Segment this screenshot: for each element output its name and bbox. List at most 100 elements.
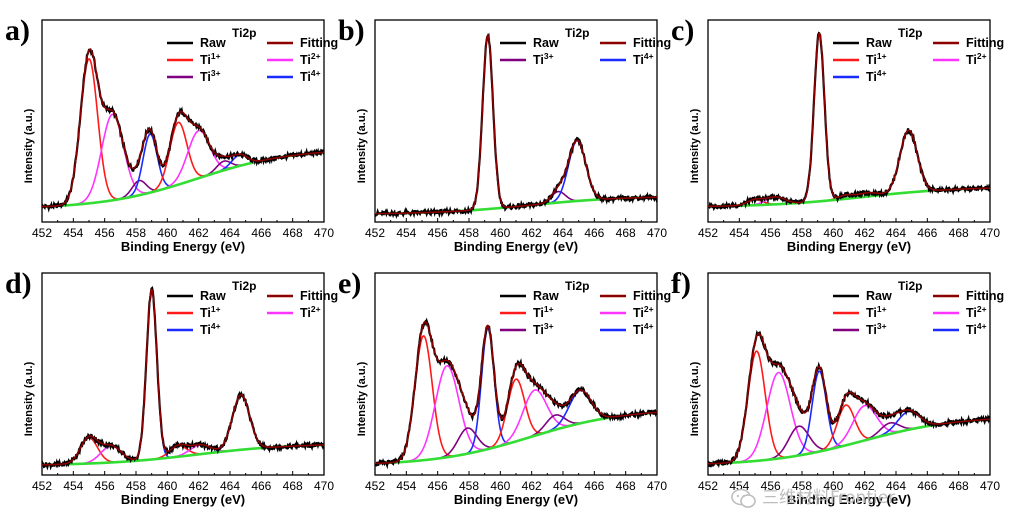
legend-label: Ti2+ — [300, 304, 321, 320]
x-tick-label: 454 — [396, 479, 416, 493]
legend-label-sup: 1+ — [544, 304, 554, 314]
x-tick-label: 456 — [95, 226, 115, 240]
x-tick-label: 470 — [980, 479, 1000, 493]
x-tick-label: 462 — [522, 479, 542, 493]
fitting-line — [708, 31, 990, 208]
legend-label: Raw — [533, 289, 559, 303]
legend-label: Ti1+ — [200, 51, 221, 67]
component-Ti4plus-3 — [375, 327, 657, 465]
x-tick-label: 468 — [949, 479, 969, 493]
x-tick-label: 462 — [189, 226, 209, 240]
legend: Ti2p Raw Fitting Ti3+ Ti4+ — [500, 26, 671, 67]
legend: Ti2p Raw Fitting Ti1+ Ti2+ Ti4+ — [167, 279, 338, 337]
legend-label: Ti4+ — [966, 321, 987, 337]
panel-2: 452 454 456 458 460 462 464 466 468 470 Binding En… — [338, 14, 671, 254]
component-Ti4plus-3 — [42, 133, 324, 208]
x-tick-label: 468 — [949, 226, 969, 240]
legend-label-sup: 4+ — [644, 321, 654, 331]
plot-frame — [374, 19, 658, 223]
curves — [42, 48, 324, 213]
panel-label: a) — [5, 14, 30, 47]
legend-label-sup: 3+ — [877, 321, 887, 331]
legend: Ti2p Raw Fitting Ti1+ Ti2+ Ti3+ Ti4+ — [833, 279, 1004, 337]
legend-label-sup: 4+ — [311, 68, 321, 78]
x-tick-label: 458 — [792, 226, 812, 240]
component-Ti2plus-1 — [708, 371, 990, 465]
x-tick-label: 452 — [698, 226, 718, 240]
panels-layer: 452 454 456 458 460 462 464 466 468 470 Binding En… — [5, 14, 1004, 507]
legend-label-sup: 4+ — [977, 321, 987, 331]
x-tick-label: 466 — [584, 479, 604, 493]
legend-label-sup: 1+ — [877, 51, 887, 61]
legend-label-sup: 1+ — [211, 51, 221, 61]
raw-line — [708, 31, 990, 212]
legend-label: Ti1+ — [200, 304, 221, 320]
curves — [708, 329, 990, 469]
x-tick-label: 464 — [553, 226, 573, 240]
legend: Ti2p Raw Fitting Ti1+ Ti2+ Ti3+ Ti4+ — [167, 26, 338, 84]
legend-label: Ti4+ — [633, 321, 654, 337]
x-tick-label: 454 — [63, 226, 83, 240]
y-axis-title: Intensity (a.u.) — [689, 108, 701, 183]
x-tick-label: 456 — [95, 479, 115, 493]
x-tick-label: 464 — [886, 226, 906, 240]
x-tick-label: 466 — [917, 479, 937, 493]
raw-line — [708, 329, 990, 469]
x-tick-label: 466 — [251, 479, 271, 493]
x-tick-label: 468 — [283, 479, 303, 493]
x-tick-label: 468 — [616, 479, 636, 493]
component-Ti4plus-0 — [375, 33, 657, 215]
x-tick-label: 464 — [886, 479, 906, 493]
x-tick-label: 462 — [522, 226, 542, 240]
legend-label: Ti2+ — [966, 51, 987, 67]
legend-label: Ti3+ — [533, 51, 554, 67]
legend-label-sup: 1+ — [211, 304, 221, 314]
component-Ti2plus-5 — [708, 404, 990, 465]
legend-label: Fitting — [966, 289, 1004, 303]
component-Ti1plus-4 — [375, 378, 657, 465]
legend-title: Ti2p — [232, 26, 256, 40]
x-tick-label: 460 — [490, 226, 510, 240]
x-tick-label: 470 — [647, 479, 667, 493]
y-axis-title: Intensity (a.u.) — [23, 108, 35, 183]
legend-label: Ti1+ — [866, 51, 887, 67]
legend-label: Ti3+ — [533, 321, 554, 337]
x-tick-label: 452 — [32, 226, 52, 240]
panel-3: 452 454 456 458 460 462 464 466 468 470 Binding En… — [671, 14, 1004, 254]
plot-frame — [41, 19, 325, 223]
legend-label: Ti3+ — [200, 68, 221, 84]
x-tick-label: 464 — [220, 226, 240, 240]
legend-label-sup: 4+ — [644, 51, 654, 61]
x-tick-label: 456 — [428, 226, 448, 240]
legend-label-sup: 2+ — [644, 304, 654, 314]
plot-frame — [374, 272, 658, 476]
panel-1: 452 454 456 458 460 462 464 466 468 470 Binding En… — [5, 14, 338, 254]
y-axis-title: Intensity (a.u.) — [23, 361, 35, 436]
legend-label-sup: 3+ — [544, 51, 554, 61]
x-tick-label: 464 — [553, 479, 573, 493]
x-tick-label: 458 — [126, 226, 146, 240]
panel-label: b) — [338, 14, 365, 47]
legend-label-sup: 2+ — [311, 51, 321, 61]
panel-5: 452 454 456 458 460 462 464 466 468 470 Binding En… — [338, 267, 671, 507]
x-tick-label: 468 — [283, 226, 303, 240]
x-tick-label: 452 — [32, 479, 52, 493]
panel-label: c) — [671, 14, 694, 47]
fitting-line — [708, 332, 990, 465]
curves — [375, 317, 657, 470]
x-axis-title: Binding Energy (eV) — [787, 239, 911, 254]
legend-label-sup: 4+ — [211, 321, 221, 331]
legend-label: Ti4+ — [866, 68, 887, 84]
x-tick-label: 466 — [251, 226, 271, 240]
legend-label-sup: 2+ — [311, 304, 321, 314]
panel-4: 452 454 456 458 460 462 464 466 468 470 Binding En… — [5, 267, 338, 507]
legend-label: Raw — [200, 36, 226, 50]
legend: Ti2p Raw Fitting Ti1+ Ti2+ Ti4+ — [833, 26, 1004, 84]
fitting-line — [375, 33, 657, 215]
legend-title: Ti2p — [232, 279, 256, 293]
legend-label: Raw — [866, 36, 892, 50]
x-axis-title: Binding Energy (eV) — [121, 492, 245, 507]
x-tick-label: 452 — [698, 479, 718, 493]
legend-label: Fitting — [966, 36, 1004, 50]
